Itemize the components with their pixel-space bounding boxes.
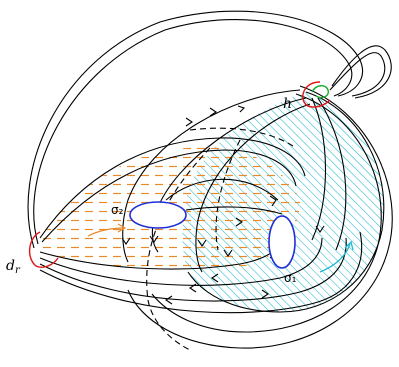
outer-loop-1 [27,10,364,249]
cyan-flow-arrow [319,243,351,273]
label-sigma2: σ₂ [111,203,124,217]
lower-arc-4 [39,231,363,314]
sigma2-top-arc [165,178,279,201]
outer-loop-3 [331,45,392,99]
arc-h-to-left-1 [122,89,301,263]
label-dr: dr [6,258,21,276]
right-arc-2 [317,97,347,251]
orange-flow-arrow [87,227,125,237]
sigma2-to-sigma1-arc [185,206,283,215]
dashed-arc-center [215,139,241,251]
h-red-curve [302,81,331,108]
arc-h-to-left-2 [151,97,307,253]
dashed-arc-left [146,147,211,351]
top-arc-1 [39,137,306,239]
outer-ellipse [127,85,393,349]
cyan-boundary [187,91,385,313]
label-sigma1: σ₁ [284,271,297,285]
outer-loop-4 [329,52,386,97]
orange-arrowhead [117,223,127,233]
label-h: h [283,96,292,112]
sigma2-disk [129,201,187,229]
dr-red-curve [29,231,59,268]
cyan-arrowhead [344,240,354,251]
right-arc-1 [311,97,326,241]
outer-ellipse-inner [151,93,382,333]
outer-loop-2 [33,19,353,245]
top-arc-2 [41,149,297,243]
sigma1-disk [268,215,296,269]
lower-arc-2 [39,237,323,286]
lower-arc-3 [39,237,347,302]
dashed-arc-top [189,127,297,149]
h-green-loop [311,85,329,99]
arc-h-to-center [195,103,311,273]
